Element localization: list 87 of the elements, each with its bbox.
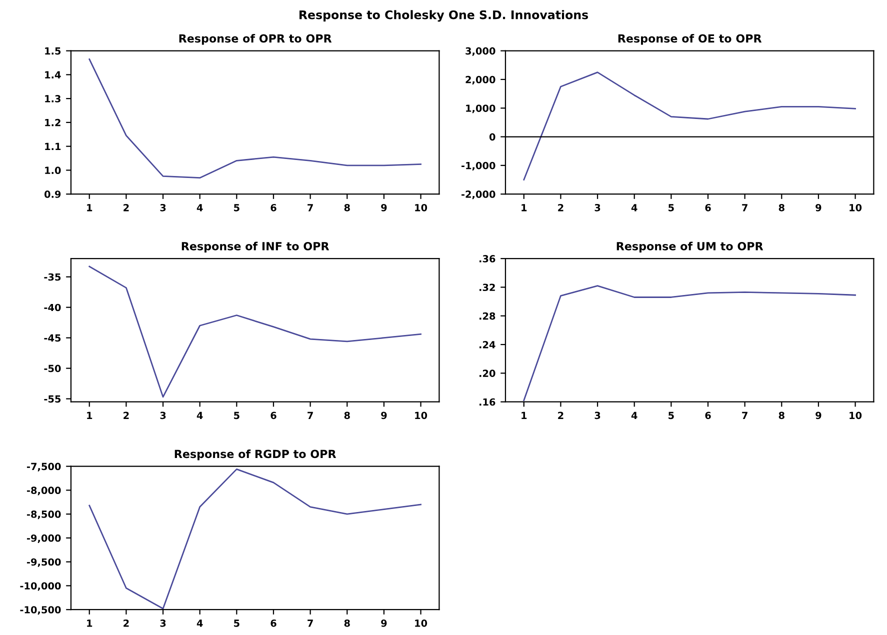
y-tick-label: 2,000 [466,76,496,85]
x-tick-label: 10 [850,412,862,420]
chart-title: Response of RGDP to OPR [174,450,336,460]
x-tick-label: 7 [308,620,313,627]
y-tick-label: -45 [44,334,61,342]
y-tick-label: -1,000 [461,162,496,170]
y-tick-label: -8,000 [26,486,61,496]
x-tick-label: 9 [816,204,822,212]
y-tick-label: 1.0 [45,166,61,174]
x-tick-label: 5 [234,412,240,420]
y-tick-label: -7,500 [26,462,61,472]
x-tick-label: 4 [196,620,203,627]
x-tick-label: 1 [522,204,527,212]
x-tick-label: 8 [344,619,350,627]
y-tick-label: 1.4 [45,71,61,78]
x-tick-label: 7 [742,204,748,212]
x-tick-label: 3 [594,204,600,212]
y-tick-label: 0 [489,133,496,141]
y-tick-label: -50 [44,364,61,372]
y-tick-label: -2,000 [461,190,496,200]
chart-title: Response of UM to OPR [616,242,764,253]
y-tick-label: -40 [44,304,61,312]
x-tick-label: 9 [816,412,822,420]
y-tick-label: 1.1 [45,142,61,150]
y-tick-label: -10,500 [20,606,61,615]
x-tick-label: 9 [381,620,387,627]
x-tick-label: 2 [124,412,129,419]
x-tick-label: 7 [308,204,313,212]
y-tick-label: .16 [480,398,496,406]
x-tick-label: 10 [415,619,428,627]
y-tick-label: .20 [480,370,496,378]
x-tick-label: 10 [415,412,428,420]
y-tick-label: .28 [480,312,496,320]
x-tick-label: 3 [160,204,166,212]
x-tick-label: 1 [87,412,92,419]
x-tick-label: 3 [594,412,600,420]
y-tick-label: .24 [480,341,496,348]
y-tick-label: 1.5 [45,47,61,55]
x-tick-label: 9 [381,412,387,420]
y-tick-label: -35 [44,273,61,281]
y-tick-label: -10,000 [20,582,61,591]
x-tick-label: 8 [344,204,350,212]
x-tick-label: 5 [668,204,674,212]
x-tick-label: 6 [705,204,711,212]
x-tick-label: 3 [160,619,166,627]
x-tick-label: 7 [742,412,748,419]
x-tick-label: 1 [87,204,92,212]
x-tick-label: 6 [705,412,711,420]
x-tick-label: 2 [558,204,564,212]
y-tick-label: -8,500 [26,510,61,520]
y-tick-label: .36 [480,255,496,262]
x-tick-label: 10 [850,204,862,212]
x-tick-label: 7 [308,412,313,419]
x-tick-label: 9 [381,204,387,212]
y-tick-label: 1.2 [45,118,60,126]
x-tick-label: 2 [124,204,129,212]
x-tick-label: 4 [631,204,638,212]
y-tick-label: 1,000 [466,104,496,114]
x-tick-label: 3 [160,412,166,420]
x-tick-label: 5 [234,620,240,627]
x-tick-label: 10 [415,204,428,212]
x-tick-label: 4 [631,412,638,419]
x-tick-label: 4 [196,204,203,212]
x-tick-label: 8 [778,412,784,420]
x-tick-label: 6 [270,620,276,627]
chart-title: Response of OPR to OPR [179,34,332,45]
x-tick-label: 6 [270,412,276,420]
x-tick-label: 5 [234,204,240,212]
x-tick-label: 1 [87,620,92,627]
x-tick-label: 5 [668,412,674,420]
x-tick-label: 8 [778,204,784,212]
y-tick-label: 1.3 [45,95,60,102]
y-tick-label: -55 [44,395,61,403]
text: Response to Cholesky One S.D. Innovations [300,10,588,22]
chart-title: Response of INF to OPR [182,242,330,253]
chart-title: Response of OE to OPR [618,34,762,45]
y-tick-label: 3,000 [466,47,496,56]
x-tick-label: 1 [522,412,527,419]
x-tick-label: 2 [558,412,564,419]
y-tick-label: .32 [480,284,495,292]
y-tick-label: 0.9 [44,190,61,198]
x-tick-label: 8 [344,412,350,420]
y-tick-label: -9,000 [26,534,61,544]
x-tick-label: 4 [196,412,203,419]
x-tick-label: 2 [124,619,129,627]
y-tick-label: -9,500 [26,558,61,567]
x-tick-label: 6 [270,204,276,212]
